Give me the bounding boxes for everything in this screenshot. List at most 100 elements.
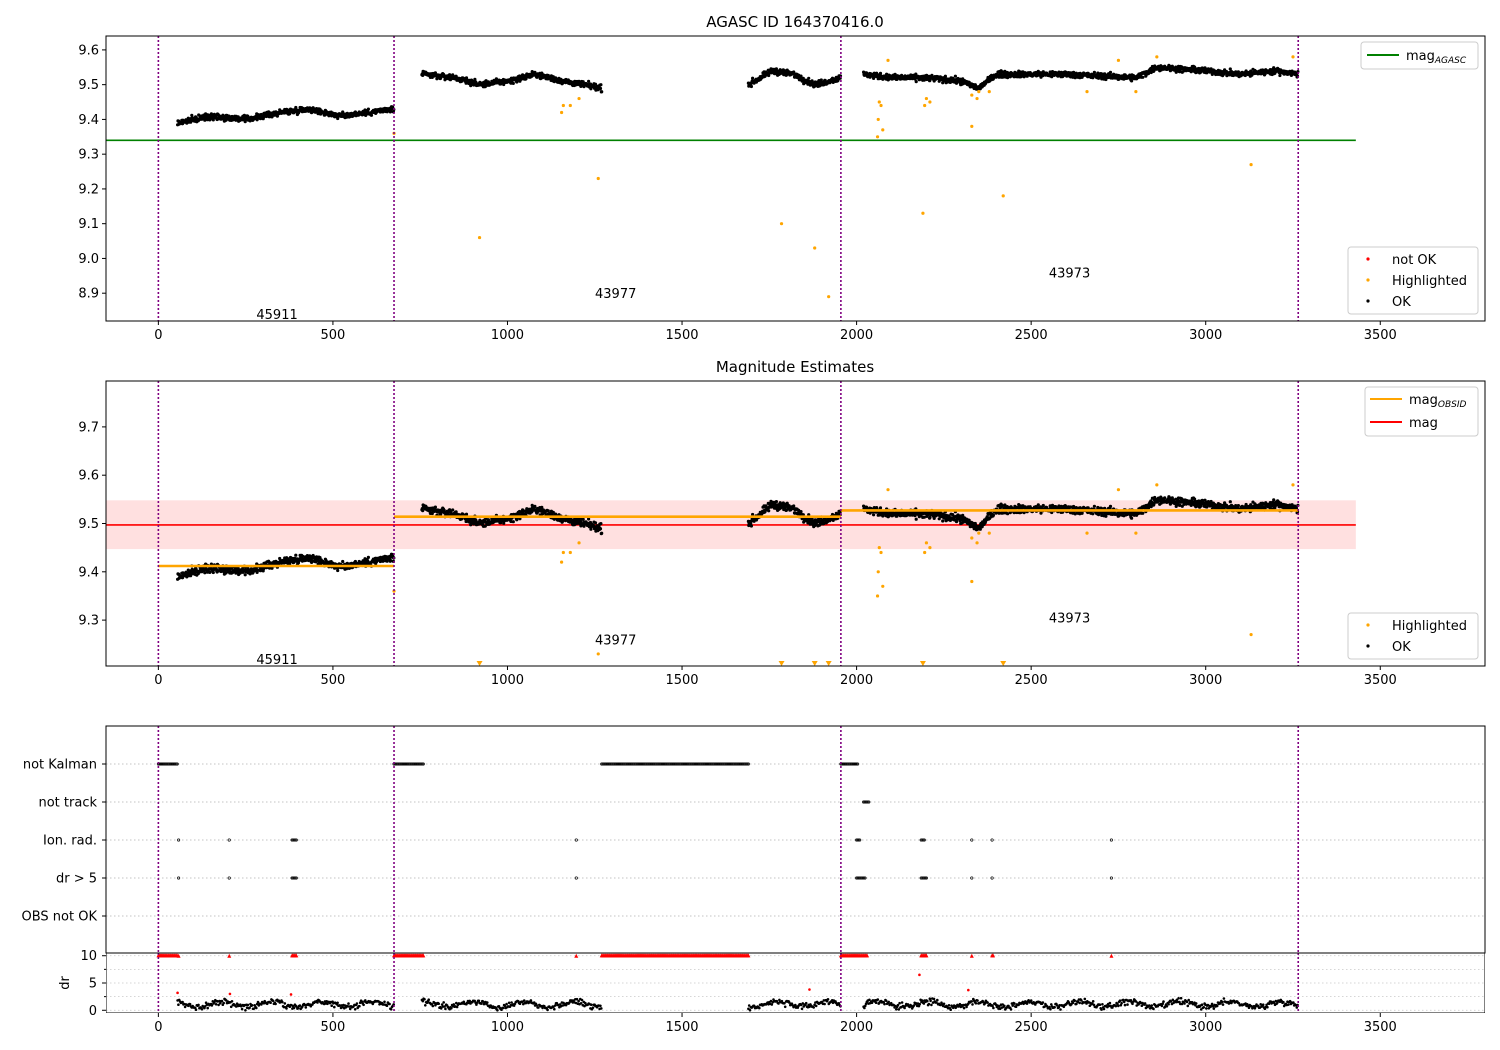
panel2-ok-point <box>767 509 771 513</box>
panel2-highlighted-point <box>928 546 932 550</box>
panel2-highlighted-point <box>1116 488 1121 492</box>
legend-mag-obsid-label: magOBSID <box>1409 393 1467 410</box>
out-of-range-marker <box>811 661 818 666</box>
panel2-ok-point <box>301 554 305 559</box>
panel1-highlighted-point <box>559 110 564 115</box>
panel2-ok-point <box>224 571 228 575</box>
panel2-ok-point <box>1003 503 1007 507</box>
panel2-ok-point <box>581 517 585 522</box>
panel2-ok-point <box>922 515 926 519</box>
panel2-ok-point <box>1272 498 1276 502</box>
panel2-yaxis: 9.39.49.59.69.7 <box>78 420 106 629</box>
panel2-ok-point <box>540 505 544 509</box>
panel2-ok-point <box>1092 504 1096 508</box>
panel2-xtick-label: 2500 <box>1015 673 1048 688</box>
panel2-ok-point <box>499 521 503 525</box>
panel2-ok-point <box>341 559 345 564</box>
panel1-highlighted-point <box>923 103 927 108</box>
out-of-range-marker <box>825 661 832 666</box>
panel1-ok-point <box>1092 70 1096 74</box>
panel1-ok-point <box>275 114 279 118</box>
panel2-ok-point <box>515 518 519 522</box>
panel2-ok-point <box>294 553 298 557</box>
panel2-xtick-label: 500 <box>321 673 346 688</box>
panel2-ok-point <box>236 566 240 570</box>
panel1-highlighted-point <box>970 124 974 128</box>
panel2-ok-point <box>1104 514 1108 518</box>
panel1-xtick-label: 3000 <box>1189 328 1222 343</box>
panel2-ok-point <box>1153 495 1157 500</box>
panel2-highlighted-point <box>559 560 564 564</box>
panel1-ok-point <box>943 74 948 78</box>
panel2-ok-point <box>799 510 803 514</box>
out-of-range-marker <box>1000 661 1007 666</box>
panel2-ok-point <box>1228 500 1232 504</box>
panel2-ok-point <box>278 556 282 561</box>
panel1-ok-point <box>190 113 194 117</box>
panel1-highlighted-point <box>1249 162 1253 167</box>
panel1-ok-point <box>511 81 515 85</box>
panel2-ok-point <box>243 573 247 577</box>
panel1-plot <box>106 36 1356 321</box>
panel1-ok-point <box>1182 69 1186 73</box>
panel1-ok-point <box>1108 70 1113 74</box>
panel1-ytick-label: 9.5 <box>78 78 99 93</box>
panel2-ok-point <box>751 512 755 517</box>
panel1-ok-point <box>807 76 811 80</box>
panel2-highlighted-point <box>577 541 581 545</box>
panel1-ok-point <box>494 77 498 81</box>
panel1-ok-point <box>1091 76 1095 80</box>
flag-point <box>163 762 167 766</box>
panel2-ok-point <box>994 511 998 515</box>
panel2-ok-point <box>433 505 437 509</box>
panel1-ok-point <box>991 77 996 81</box>
panel1-ok-point <box>953 74 958 78</box>
panel2-xtick-label: 3000 <box>1189 673 1222 688</box>
panel2-ok-point <box>932 516 936 521</box>
panel2-ok-point <box>511 520 515 524</box>
panel1-ytick-label: 9.1 <box>78 217 99 232</box>
panel2-ok-point <box>451 508 455 512</box>
panel2-ok-point <box>1041 503 1045 508</box>
panel2-xtick-label: 0 <box>154 673 162 688</box>
panel2-ok-point <box>914 517 918 521</box>
panel1-highlighted-point <box>975 96 979 101</box>
panel2-ytick-label: 9.6 <box>78 469 99 484</box>
panel2-ok-point <box>961 513 965 518</box>
panel1-ok-point <box>369 113 374 117</box>
obs-label: 45911 <box>256 653 297 668</box>
panel2-ok-point <box>454 510 458 514</box>
panel2-highlighted-point <box>970 536 974 540</box>
panel1-highlighted-point <box>886 58 890 62</box>
panel2-ok-point <box>304 558 308 563</box>
out-of-range-marker <box>919 661 926 666</box>
panel2-xtick-label: 2000 <box>840 673 873 688</box>
panel1-ok-point <box>389 109 393 113</box>
panel2-ok-point <box>1039 511 1043 515</box>
panel2-ok-point <box>533 504 537 508</box>
panel1-ytick-label: 9.0 <box>78 252 99 267</box>
panel1-highlighted-point <box>1085 90 1089 94</box>
panel2-ok-point <box>366 555 370 560</box>
panel1-highlighted-point <box>881 128 885 132</box>
panel2-ok-point <box>1236 504 1240 508</box>
legend-mag-obsid-main: mag <box>1409 393 1438 408</box>
panel2-ok-point <box>459 517 464 521</box>
panel2-highlighted-point <box>924 541 929 545</box>
panel2-ok-point <box>1209 499 1213 504</box>
panel1-ytick-label: 9.2 <box>78 182 99 197</box>
panel1-ok-point <box>533 70 537 74</box>
panel1-ok-point <box>598 86 603 91</box>
panel2-ok-point <box>1163 496 1167 500</box>
panel2-highlighted-point <box>876 570 880 574</box>
panel2-ok-point <box>208 570 212 575</box>
panel2-ok-point <box>600 531 604 535</box>
panel1-highlighted-point <box>1155 55 1159 59</box>
panel1-ok-point <box>1236 70 1240 74</box>
panel1-ok-point <box>1006 76 1010 80</box>
obs-label: 43973 <box>1049 612 1090 627</box>
panel2-ok-point <box>353 559 357 564</box>
panel2-ok-point <box>1199 504 1203 508</box>
panel2-ok-point <box>928 515 932 519</box>
